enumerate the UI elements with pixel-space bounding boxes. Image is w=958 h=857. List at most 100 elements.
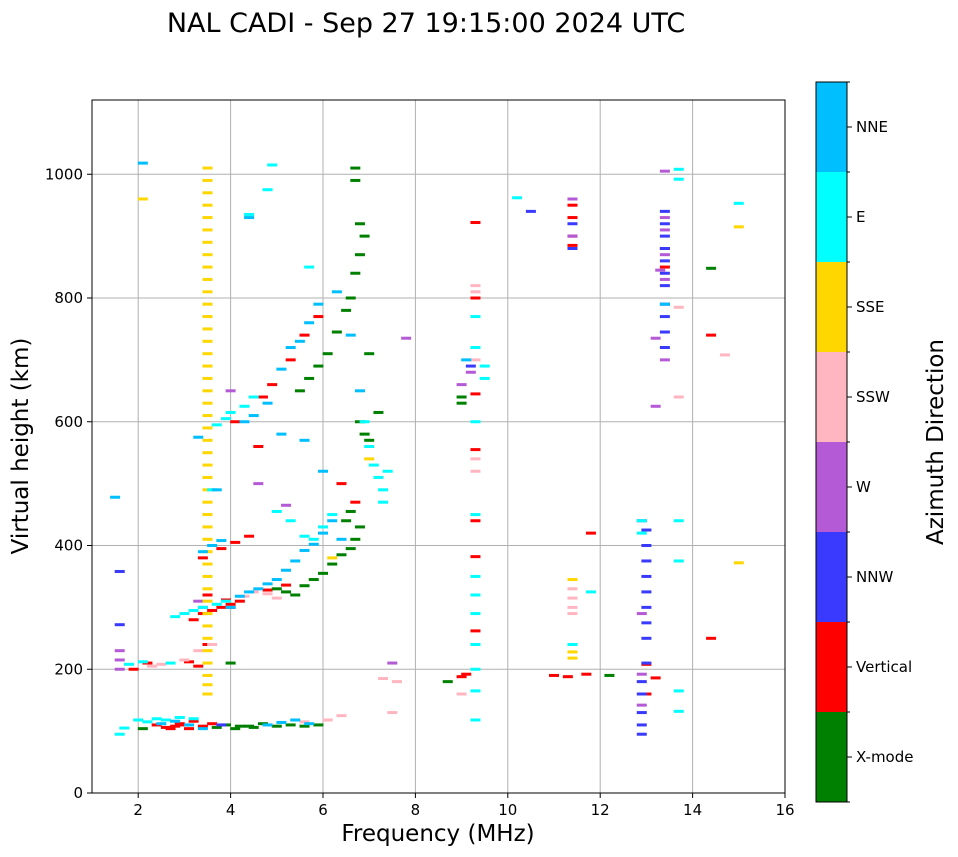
- data-point: [207, 643, 218, 646]
- data-point: [525, 209, 536, 213]
- data-point: [733, 225, 744, 229]
- data-point: [202, 683, 213, 687]
- data-point: [313, 364, 324, 368]
- data-point: [188, 608, 199, 612]
- data-point: [567, 650, 578, 654]
- data-point: [659, 302, 670, 306]
- data-point: [327, 519, 338, 523]
- data-point: [285, 346, 296, 349]
- data-point: [567, 596, 578, 600]
- data-point: [719, 353, 730, 357]
- data-point: [165, 727, 176, 731]
- data-point: [202, 290, 213, 294]
- data-point: [202, 599, 213, 603]
- data-point: [244, 212, 255, 216]
- data-point: [354, 525, 365, 529]
- data-point: [188, 719, 199, 723]
- data-point: [262, 588, 273, 592]
- data-point: [299, 548, 310, 552]
- y-tick-label: 0: [73, 784, 83, 802]
- data-point: [470, 296, 481, 300]
- chart-title: NAL CADI - Sep 27 19:15:00 2024 UTC: [167, 8, 685, 39]
- data-point: [290, 559, 301, 563]
- data-point: [211, 602, 222, 606]
- data-point: [202, 240, 213, 244]
- data-point: [225, 410, 236, 414]
- data-point: [470, 555, 481, 559]
- data-point: [641, 621, 652, 625]
- data-point: [641, 528, 652, 532]
- data-point: [636, 680, 647, 684]
- data-point: [364, 445, 375, 448]
- data-point: [322, 718, 333, 722]
- data-point: [179, 612, 190, 616]
- data-point: [470, 629, 481, 633]
- data-point: [179, 658, 190, 662]
- data-point: [706, 266, 717, 270]
- data-point: [650, 404, 661, 408]
- data-point: [470, 392, 481, 396]
- data-point: [636, 672, 647, 676]
- data-point: [216, 547, 227, 551]
- data-point: [193, 664, 204, 668]
- data-point: [253, 445, 264, 448]
- data-point: [456, 401, 467, 405]
- data-point: [114, 569, 125, 573]
- data-point: [137, 161, 148, 165]
- data-point: [673, 689, 684, 693]
- x-tick-label: 4: [226, 801, 236, 819]
- data-point: [248, 395, 259, 399]
- data-point: [318, 525, 328, 529]
- data-point: [465, 364, 476, 368]
- data-point: [299, 534, 310, 538]
- data-point: [202, 525, 213, 529]
- data-point: [461, 672, 472, 676]
- data-point: [659, 315, 670, 319]
- data-point: [322, 352, 333, 356]
- data-point: [202, 253, 213, 257]
- x-tick-label: 10: [498, 801, 517, 819]
- data-point: [137, 660, 148, 664]
- data-point: [225, 389, 236, 393]
- x-tick-label: 14: [683, 801, 702, 819]
- data-point: [567, 234, 578, 238]
- data-point: [567, 587, 578, 591]
- data-point: [202, 451, 213, 455]
- data-point: [202, 426, 213, 430]
- data-point: [470, 346, 481, 349]
- data-point: [262, 401, 273, 405]
- data-point: [308, 537, 319, 541]
- data-point: [160, 718, 171, 722]
- data-point: [193, 649, 204, 653]
- data-point: [202, 661, 213, 665]
- data-point: [202, 277, 213, 281]
- data-point: [197, 724, 208, 728]
- y-tick-label: 400: [54, 537, 83, 555]
- data-point: [567, 578, 578, 582]
- data-point: [202, 587, 213, 591]
- data-point: [659, 277, 670, 281]
- data-point: [401, 336, 412, 340]
- data-point: [641, 605, 652, 609]
- data-point: [202, 414, 213, 418]
- data-point: [119, 726, 130, 730]
- data-point: [262, 582, 273, 586]
- data-point: [562, 675, 573, 679]
- data-point: [128, 667, 139, 671]
- data-point: [276, 432, 287, 436]
- data-point: [673, 519, 684, 523]
- data-point: [461, 358, 472, 362]
- series-vertical: [128, 203, 717, 731]
- data-point: [202, 673, 213, 677]
- data-point: [156, 722, 167, 726]
- data-point: [253, 587, 264, 591]
- data-point: [636, 723, 647, 727]
- data-point: [202, 315, 213, 319]
- series-ssw: [147, 284, 730, 724]
- data-point: [202, 513, 213, 517]
- colorbar-segment-vertical: [816, 622, 847, 712]
- data-point: [641, 636, 652, 640]
- y-tick-label: 1000: [45, 165, 83, 183]
- data-point: [197, 727, 208, 731]
- grid-lines: [92, 100, 786, 794]
